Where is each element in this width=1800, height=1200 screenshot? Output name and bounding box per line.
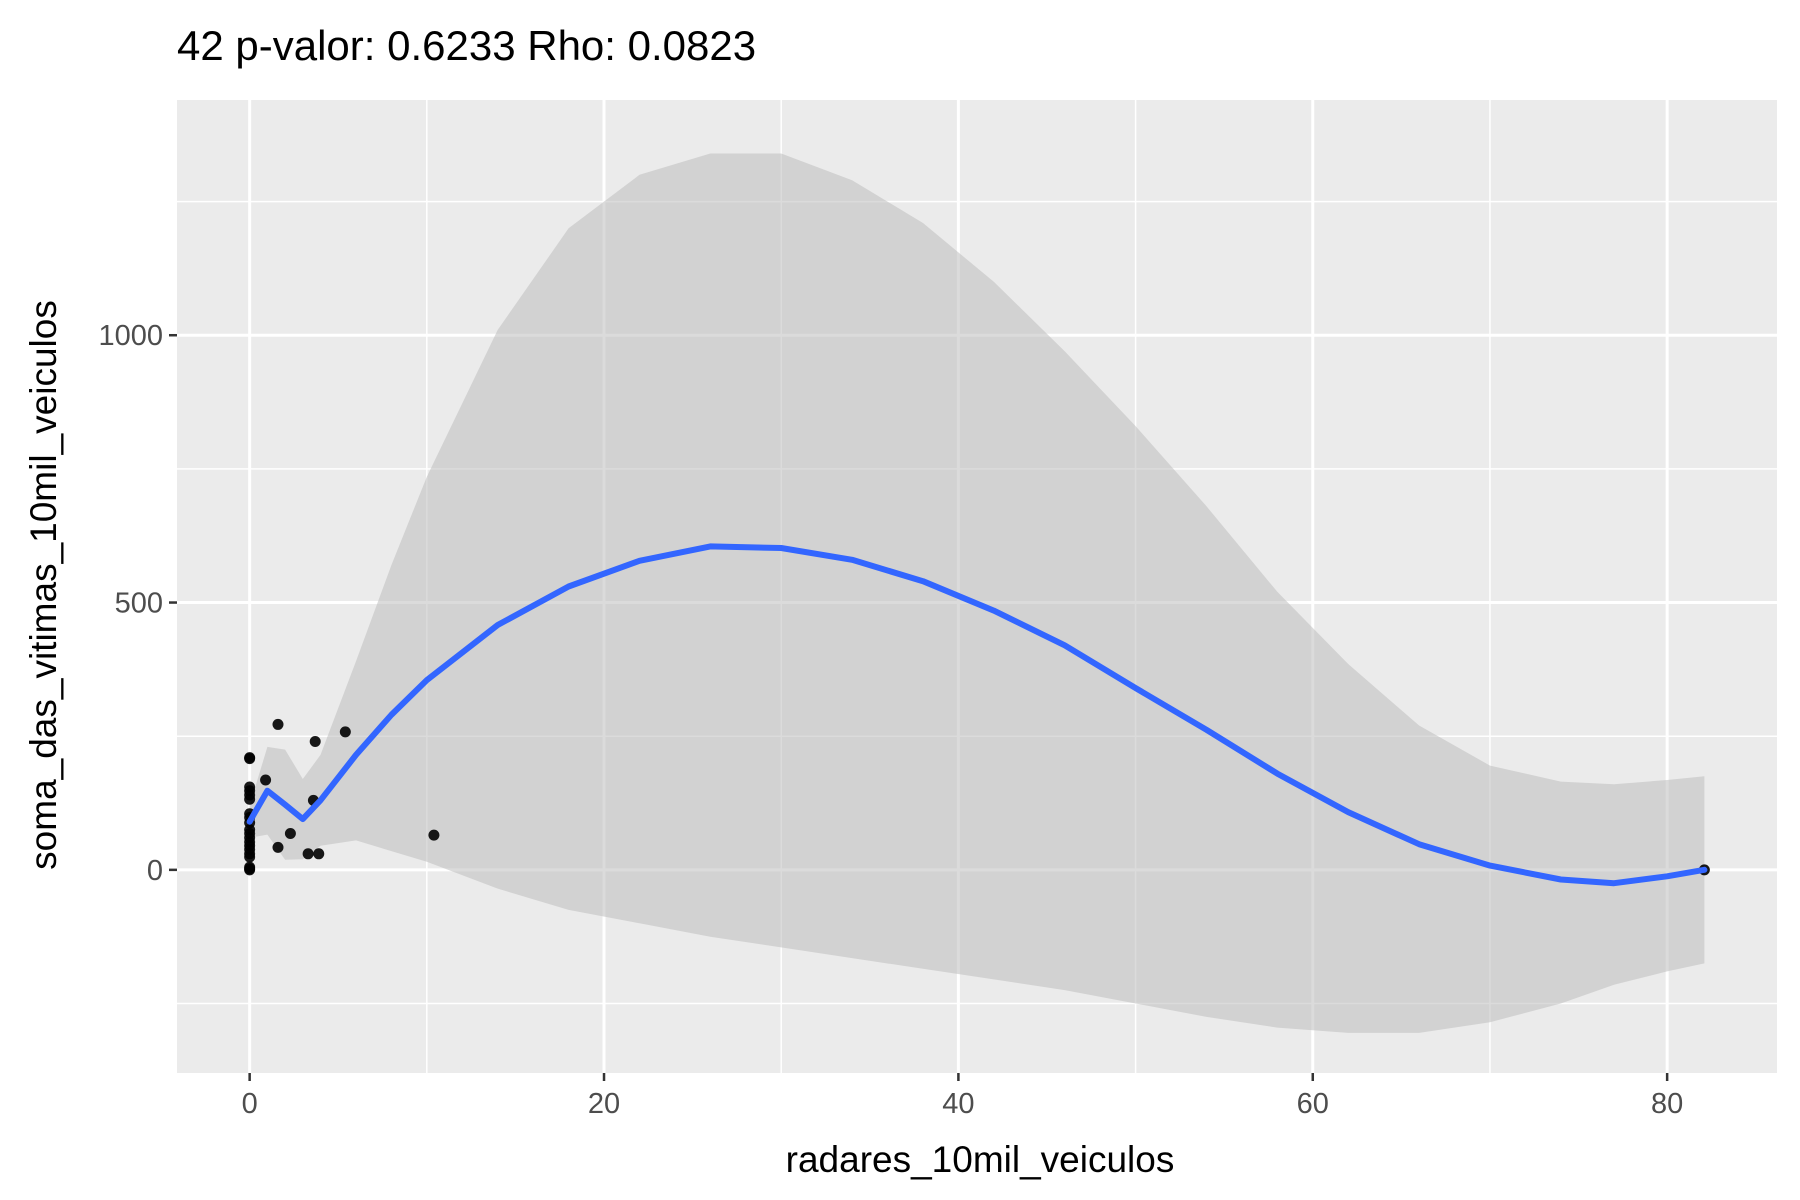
data-point [339, 726, 351, 738]
x-tick-label: 40 [942, 1088, 974, 1120]
x-tick-label: 20 [588, 1088, 620, 1120]
x-tick-label: 80 [1651, 1088, 1683, 1120]
x-axis-title: radares_10mil_veiculos [786, 1139, 1175, 1180]
confidence-ribbon [249, 153, 1705, 1033]
y-axis-ticks: 0 500 1000 [98, 320, 177, 887]
data-point [284, 827, 296, 839]
data-point [244, 851, 256, 863]
y-tick-label: 1000 [98, 320, 163, 352]
data-point [309, 736, 321, 748]
data-point [260, 774, 272, 786]
data-points [244, 718, 1710, 876]
chart-title: 42 p-valor: 0.6233 Rho: 0.0823 [177, 22, 756, 69]
y-tick-label: 0 [147, 855, 163, 887]
y-tick-label: 500 [115, 588, 163, 620]
smooth-trend-line [246, 543, 1708, 887]
y-axis-title: soma_das_vitimas_10mil_veiculos [23, 300, 64, 870]
x-tick-label: 0 [242, 1088, 258, 1120]
data-point [302, 848, 314, 860]
data-point [272, 718, 284, 730]
data-point [313, 848, 325, 860]
data-point [244, 793, 256, 805]
data-point [428, 829, 440, 841]
data-point [272, 841, 284, 853]
x-tick-label: 60 [1297, 1088, 1329, 1120]
data-point [244, 753, 256, 765]
x-axis-ticks: 0 20 40 60 80 [242, 1073, 1683, 1120]
data-point [244, 864, 256, 876]
